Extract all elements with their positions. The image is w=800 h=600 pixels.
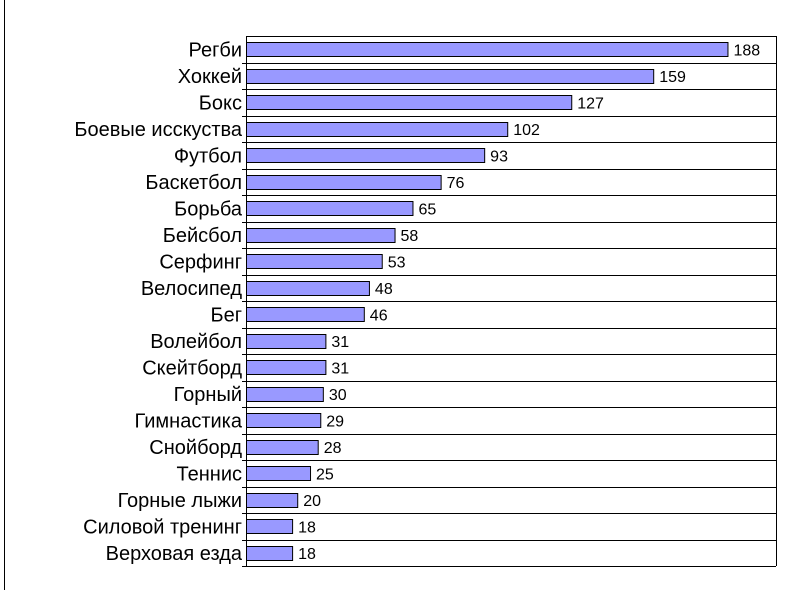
value-label: 28	[324, 440, 342, 457]
category-label: Верховая езда	[106, 543, 243, 565]
category-label: Футбол	[174, 145, 242, 167]
category-label: Волейбол	[150, 331, 242, 353]
category-label: Серфинг	[159, 251, 242, 273]
category-label: Гимнастика	[135, 410, 243, 432]
bar	[246, 440, 319, 455]
bar	[246, 360, 327, 375]
category-label: Горные лыжи	[118, 490, 242, 512]
gridlines	[246, 36, 776, 567]
category-label: Горный	[174, 384, 242, 406]
category-label: Бокс	[199, 92, 242, 114]
value-label: 46	[370, 307, 388, 324]
category-label: Борьба	[174, 198, 243, 220]
bar	[246, 546, 294, 561]
value-label: 58	[401, 228, 419, 245]
bar	[246, 387, 324, 402]
bar	[246, 519, 294, 534]
category-label: Регби	[188, 39, 242, 61]
bar	[246, 201, 414, 216]
value-labels: 188 159 127 102 93 76 65 58 53 48 46 31 31 30 29 28 25 20…	[298, 42, 760, 563]
value-label: 65	[418, 201, 436, 218]
bar	[246, 228, 396, 243]
category-label: Баскетбол	[145, 172, 242, 194]
value-label: 102	[513, 122, 540, 139]
value-label: 53	[388, 254, 406, 271]
category-label: Снойборд	[149, 437, 242, 459]
value-label: 20	[303, 493, 321, 510]
bar	[246, 148, 486, 163]
value-label: 48	[375, 281, 393, 298]
bar	[246, 69, 655, 84]
category-label: Бейсбол	[163, 225, 242, 247]
bar	[246, 254, 383, 269]
category-label: Силовой тренинг	[83, 516, 242, 538]
value-label: 93	[490, 148, 508, 165]
bar	[246, 42, 729, 57]
bar	[246, 413, 322, 428]
category-label: Боевые исскуства	[74, 119, 243, 141]
value-label: 18	[298, 546, 316, 563]
bar	[246, 95, 573, 110]
bar	[246, 466, 312, 481]
category-label: Хоккей	[178, 66, 242, 88]
axes	[4, 0, 777, 590]
bar	[246, 175, 442, 190]
value-label: 29	[326, 413, 344, 430]
value-label: 159	[659, 69, 686, 86]
bar	[246, 281, 370, 296]
bar	[246, 493, 299, 508]
category-labels: Регби Хоккей Бокс Боевые исскуства Футбол Бас…	[74, 39, 243, 565]
value-label: 127	[577, 95, 604, 112]
bar	[246, 334, 327, 349]
value-label: 31	[331, 360, 349, 377]
category-label: Скейтборд	[142, 357, 242, 379]
value-label: 18	[298, 519, 316, 536]
category-label: Велосипед	[141, 278, 243, 300]
value-label: 30	[329, 387, 347, 404]
value-label: 25	[316, 466, 334, 483]
value-label: 76	[447, 175, 465, 192]
value-label: 31	[331, 334, 349, 351]
category-label: Бег	[210, 304, 242, 326]
category-label: Теннис	[177, 463, 242, 485]
value-label: 188	[733, 42, 760, 59]
bar	[246, 307, 365, 322]
bar	[246, 122, 509, 137]
